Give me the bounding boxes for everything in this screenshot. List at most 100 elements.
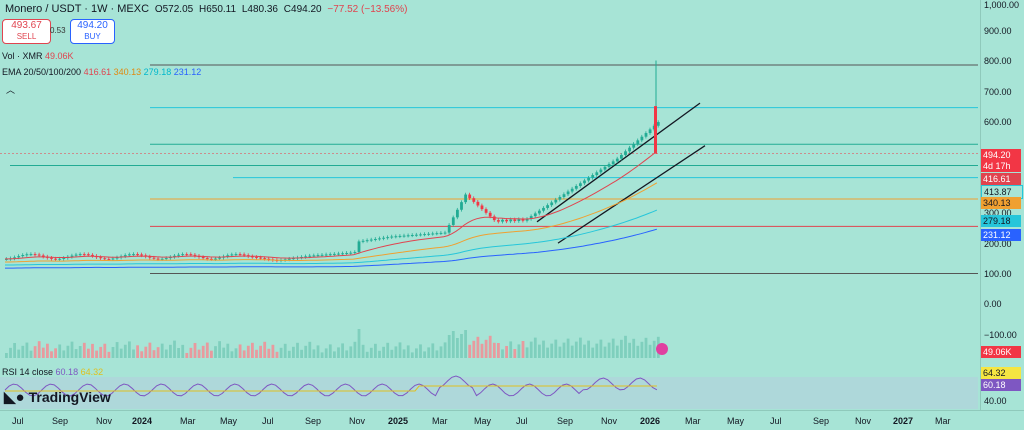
ema50-badge: 340.13 [981, 197, 1021, 209]
sell-button[interactable]: 493.67 SELL [2, 19, 51, 44]
price-tick: 200.00 [984, 239, 1012, 249]
rsi-legend-label: RSI 14 close [2, 367, 54, 377]
rsi-legend[interactable]: RSI 14 close 60.18 64.32 [2, 367, 103, 377]
volume-bar [644, 337, 648, 358]
volume-bar [78, 346, 82, 358]
volume-legend[interactable]: Vol · XMR 49.06K [2, 51, 74, 61]
candle-body [353, 252, 357, 254]
rsi-band [0, 377, 978, 409]
volume-bar [636, 345, 640, 358]
volume-bar [320, 352, 324, 358]
ema100-legend-value: 279.18 [143, 67, 172, 77]
volume-bar [144, 346, 148, 358]
ema200-line [5, 228, 658, 269]
volume-bar [169, 344, 172, 358]
time-axis[interactable] [0, 410, 1024, 430]
buy-button[interactable]: 494.20 BUY [70, 19, 115, 44]
candle-body [419, 234, 422, 236]
volume-legend-label: Vol · XMR [2, 51, 43, 61]
volume-bar [386, 342, 390, 358]
volume-bar [390, 349, 394, 358]
ema-legend[interactable]: EMA 20/50/100/200 416.61 340.13 279.18 2… [2, 67, 201, 77]
price-tick: 600.00 [984, 117, 1012, 127]
volume-bar [123, 344, 127, 358]
candle-body [103, 258, 107, 260]
time-label: 2025 [388, 416, 409, 426]
rsi-badge: 60.18 [981, 379, 1021, 391]
volume-bar [591, 347, 595, 358]
symbol-title[interactable]: Monero / USDT · 1W · MEXC [5, 3, 150, 15]
volume-bar [210, 350, 213, 358]
volume-bar [333, 351, 336, 358]
ema20-line [5, 150, 658, 260]
candle-body [238, 254, 242, 256]
candle-body [58, 258, 62, 260]
candle-body [423, 234, 426, 236]
candle-body [587, 177, 590, 181]
volume-bar [484, 339, 488, 358]
price-tick: 800.00 [984, 56, 1012, 66]
low-value: L480.36 [241, 4, 278, 15]
volume-bar [201, 345, 205, 358]
candle-body [115, 257, 119, 259]
candle-body [177, 254, 180, 256]
collapse-chevron-icon[interactable]: ︿ [6, 85, 16, 95]
candle-body [456, 209, 459, 218]
volume-bar [566, 338, 570, 358]
volume-bar [349, 346, 353, 358]
ema200-legend-value: 231.12 [173, 67, 202, 77]
volume-bar [361, 344, 365, 358]
volume-bar [271, 344, 275, 358]
candle-body [591, 175, 595, 178]
time-label: Jul [516, 416, 528, 426]
candle-body [583, 180, 586, 184]
candle-body [17, 256, 21, 258]
candle-body [91, 254, 94, 256]
time-label: Mar [180, 416, 196, 426]
volume-bar [451, 331, 455, 358]
volume-bar [9, 347, 12, 358]
volume-bar [624, 335, 627, 358]
ema20-badge: 416.61 [981, 173, 1021, 185]
candle-body [193, 254, 197, 256]
time-label: Sep [813, 416, 830, 426]
candle-body [628, 147, 631, 152]
candle-body [316, 255, 320, 257]
volume-bar [447, 335, 451, 358]
volume-bar [505, 346, 508, 358]
candle-body [390, 236, 394, 238]
candle-body [152, 257, 156, 259]
candle-body [435, 233, 439, 235]
volume-bar [177, 347, 180, 358]
volume-bar [517, 344, 521, 358]
candle-body [341, 253, 344, 255]
volume-bar [456, 338, 459, 358]
candle-body [460, 202, 463, 210]
volume-bar [353, 341, 357, 358]
volume-bar [25, 342, 29, 358]
volume-bar [476, 336, 480, 358]
candle-body [181, 254, 185, 256]
volume-bar [374, 343, 377, 358]
candle-body [386, 237, 390, 239]
volume-bar [632, 338, 636, 358]
volume-bar [558, 346, 562, 358]
candle-body [505, 219, 508, 222]
candle-body [107, 258, 111, 260]
buy-price: 494.20 [77, 20, 108, 31]
candle-body [648, 129, 652, 134]
volume-bar [550, 343, 554, 358]
volume-bar [234, 348, 238, 358]
candle-body [570, 188, 574, 192]
volume-legend-value: 49.06K [45, 51, 74, 61]
candle-body [480, 205, 484, 210]
candle-body [574, 186, 578, 189]
price-tick: 300.00 [984, 208, 1012, 218]
volume-bar [46, 343, 49, 358]
volume-bar [468, 344, 472, 358]
volume-bar [337, 347, 340, 358]
volume-bar [267, 348, 271, 358]
candle-body [41, 255, 45, 257]
candle-body [160, 258, 164, 260]
